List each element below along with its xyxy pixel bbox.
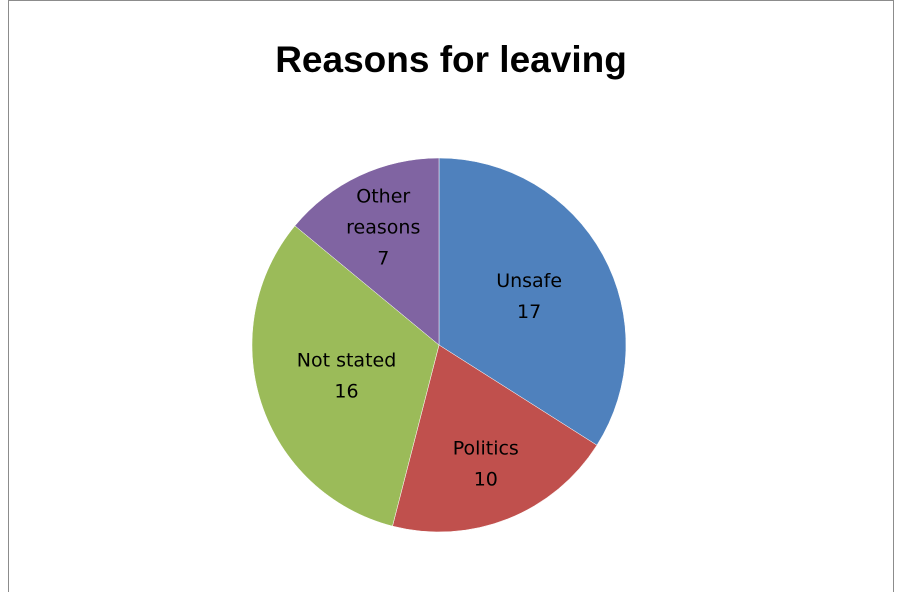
pie-label-not-stated: Not stated 16 bbox=[297, 350, 397, 403]
chart-title: Reasons for leaving bbox=[275, 39, 627, 80]
pie-label-value: 7 bbox=[377, 248, 389, 270]
pie-label-value: 17 bbox=[517, 301, 541, 323]
pie-slice-not-stated bbox=[251, 225, 440, 527]
pie-label-unsafe: Unsafe 17 bbox=[496, 270, 562, 323]
pie-label-category: Politics bbox=[453, 438, 519, 460]
pie-slice-politics bbox=[392, 344, 598, 533]
pie-slice-unsafe bbox=[438, 157, 627, 446]
pie-label-category: Unsafe bbox=[496, 270, 562, 292]
pie-labels: Unsafe 17 Politics 10 Not stated 16 Other reaso… bbox=[297, 186, 562, 491]
pie-slices bbox=[251, 157, 627, 533]
pie-label-value: 10 bbox=[474, 469, 498, 491]
pie-slice-other-reasons bbox=[294, 157, 440, 346]
pie-label-value: 16 bbox=[334, 381, 358, 403]
pie-label-category: Not stated bbox=[297, 350, 397, 372]
pie-label-category: reasons bbox=[346, 217, 420, 239]
pie-label-category: Other bbox=[356, 186, 410, 208]
pie-label-politics: Politics 10 bbox=[453, 438, 519, 491]
pie-label-other-reasons: Other reasons 7 bbox=[346, 186, 420, 270]
